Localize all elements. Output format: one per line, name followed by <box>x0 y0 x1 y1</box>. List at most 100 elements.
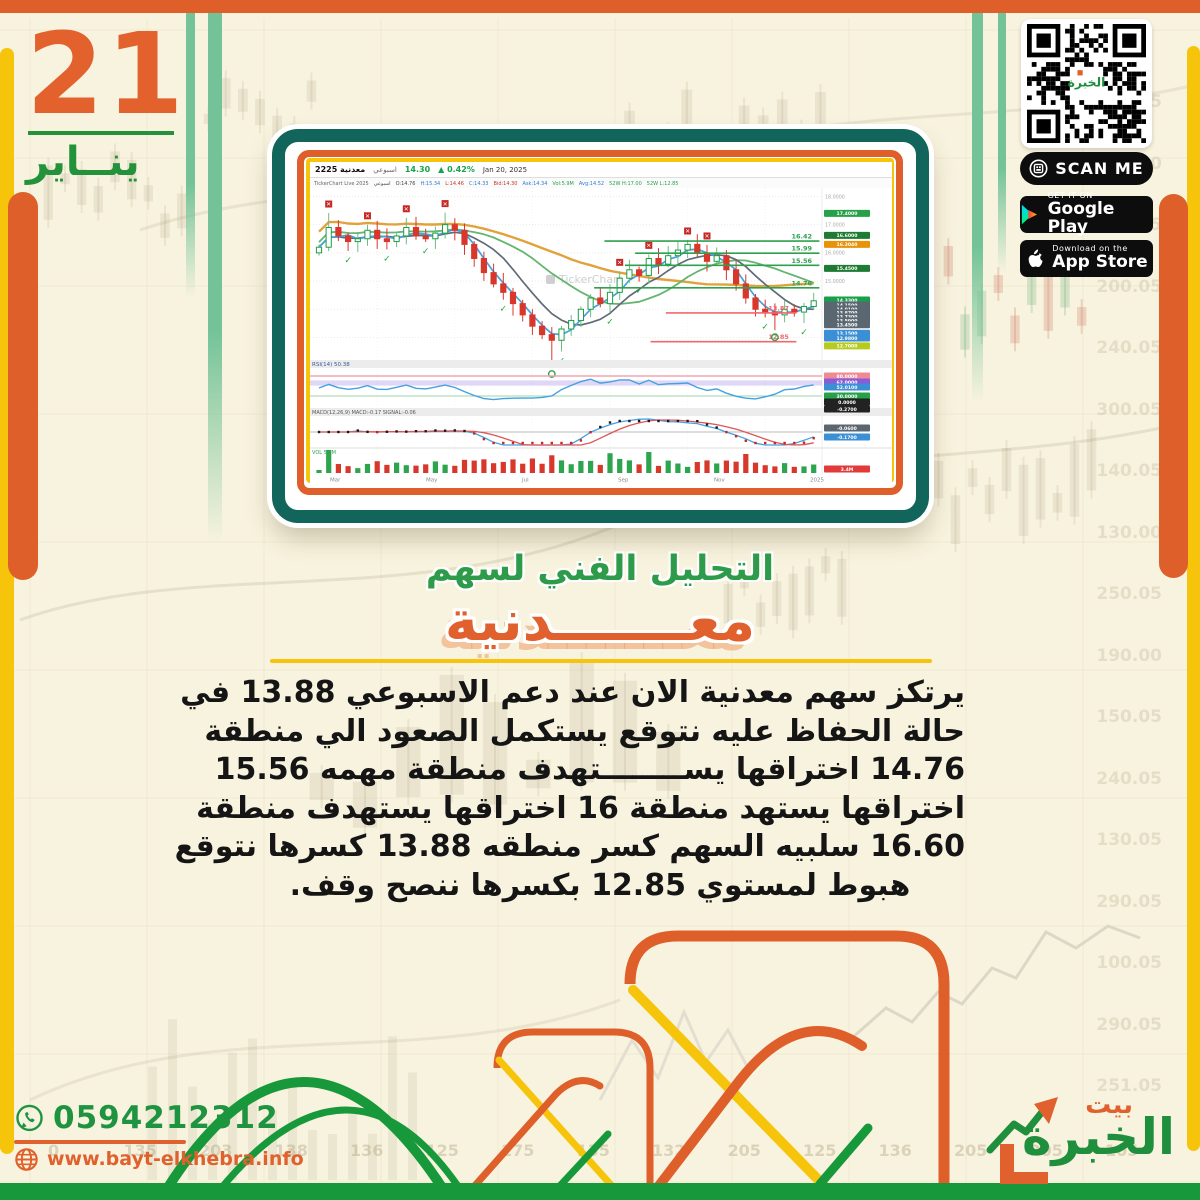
svg-text:✕: ✕ <box>704 233 709 240</box>
date-badge: 21 ينــاير <box>26 10 196 185</box>
svg-text:12.85: 12.85 <box>768 333 789 341</box>
svg-text:الخبرة: الخبرة <box>1068 75 1106 89</box>
bg-number: 150.05 <box>1096 707 1162 727</box>
ohlc-token: 52W H:17.00 <box>609 180 642 187</box>
bg-number: 250.05 <box>1096 584 1162 604</box>
svg-text:52.0100: 52.0100 <box>837 385 858 391</box>
top-accent-bar <box>0 0 1200 13</box>
scan-me-label: SCAN ME <box>1055 159 1144 178</box>
bg-number: 100.05 <box>1096 953 1162 973</box>
svg-text:✓: ✓ <box>500 305 508 315</box>
green-stripe <box>972 13 983 403</box>
chart-price: 14.30 <box>404 165 431 174</box>
analysis-line: هبوط لمستوي 12.85 بكسرها ننصح وقف. <box>289 867 911 903</box>
date-underline <box>28 130 174 135</box>
analysis-paragraph: يرتكز سهم معدنية الان عند دعم الاسبوعي 1… <box>174 674 965 905</box>
play-badge-big-label: Google Play <box>1047 198 1115 237</box>
svg-text:✕: ✕ <box>404 206 409 213</box>
svg-text:✕: ✕ <box>646 243 651 250</box>
date-month: ينــاير <box>26 138 140 185</box>
ohlc-token: Vol:5.9M <box>552 180 574 187</box>
bg-number: 290.05 <box>1096 891 1162 912</box>
svg-text:30.0000: 30.0000 <box>837 394 858 400</box>
bg-number: 140.05 <box>1096 461 1162 481</box>
title-divider <box>270 659 932 663</box>
bg-number: 240.05 <box>1096 768 1162 789</box>
bottom-green-bar <box>0 1183 1200 1200</box>
svg-text:16.3040: 16.3040 <box>837 242 858 248</box>
svg-text:12.7000: 12.7000 <box>837 344 858 350</box>
svg-text:18.0000: 18.0000 <box>825 194 845 200</box>
bg-number: 136 <box>878 1141 912 1160</box>
contact-divider <box>14 1140 186 1144</box>
analysis-line: يرتكز سهم معدنية الان عند دعم الاسبوعي 1… <box>180 675 965 710</box>
svg-text:✓: ✓ <box>635 287 643 297</box>
qr-code[interactable]: الخبرة <box>1021 19 1152 148</box>
svg-text:16.6000: 16.6000 <box>837 233 858 239</box>
svg-text:13.1500: 13.1500 <box>837 331 858 337</box>
ohlc-token: H:15.34 <box>420 180 441 187</box>
bg-number: 240.05 <box>1096 338 1162 358</box>
bg-number: 125 <box>425 1141 459 1160</box>
svg-text:✕: ✕ <box>443 201 448 208</box>
analysis-line: 16.60 سلبيه السهم كسر منطقه 13.88 كسرها … <box>174 829 965 864</box>
svg-text:15.4500: 15.4500 <box>837 266 858 272</box>
svg-text:15.0000: 15.0000 <box>825 279 845 285</box>
svg-text:16.0000: 16.0000 <box>825 251 845 257</box>
chart-timeframe: اسبوعي <box>373 165 397 174</box>
app-store-badge[interactable]: Download on the App Store <box>1020 240 1153 277</box>
right-orange-bar <box>1159 194 1188 578</box>
chart-header: معدنية 2225 اسبوعي 14.30 ▲ 0.42% Jan 20,… <box>310 162 892 178</box>
scan-me-button[interactable]: SCAN ME <box>1020 152 1153 185</box>
analysis-line: 14.76 اختراقها يســــــــتهدف منطقة مهمه… <box>214 752 965 787</box>
svg-text:3.4M: 3.4M <box>841 467 854 473</box>
bg-number: 290.05 <box>1096 1014 1162 1035</box>
ohlc-token: اسبوعي <box>373 180 391 187</box>
bg-number: 135 <box>576 1141 610 1160</box>
website-url[interactable]: www.bayt-elkhebra.info <box>47 1148 304 1170</box>
svg-text:-0.2700: -0.2700 <box>837 407 857 413</box>
svg-text:13.87: 13.87 <box>768 304 789 312</box>
right-yellow-bar <box>1187 46 1200 1151</box>
svg-text:✓: ✓ <box>422 247 430 257</box>
svg-text:✓: ✓ <box>761 322 769 332</box>
svg-text:✓: ✓ <box>344 256 352 266</box>
chart-orange-frame <box>297 150 903 495</box>
bg-number: 190.00 <box>1096 645 1162 666</box>
whatsapp-icon <box>16 1104 43 1131</box>
date-day: 21 <box>26 10 186 140</box>
ohlc-token: L:14.46 <box>445 180 464 187</box>
svg-text:Sep: Sep <box>618 478 629 484</box>
green-stripe <box>208 13 222 543</box>
google-play-badge[interactable]: GET IT ON Google Play <box>1020 192 1153 236</box>
svg-text:Mar: Mar <box>330 478 341 484</box>
play-badge-small-label: GET IT ON <box>1047 191 1093 201</box>
app-badge-small-label: Download on the <box>1052 244 1128 254</box>
brand-logo: بيت الخبرة <box>980 1058 1185 1188</box>
stock-name: معـــــــدنية <box>444 589 756 654</box>
bg-number: 251.05 <box>1096 1076 1162 1096</box>
svg-text:16.42: 16.42 <box>791 233 812 241</box>
chart-symbol: معدنية 2225 <box>315 165 366 174</box>
qr-scanner-icon <box>1029 159 1048 178</box>
ohlc-token: Bid:14.30 <box>493 180 518 187</box>
bg-number: 205 <box>954 1141 988 1160</box>
green-stripe <box>998 13 1006 273</box>
svg-text:MACD(12,26,9) MACD:-0.17 SIG: MACD(12,26,9) MACD:-0.17 SIGNAL:-0.06 <box>312 410 416 416</box>
bg-number: 0 <box>48 1141 60 1160</box>
logo-word-top: بيت <box>1085 1090 1133 1120</box>
svg-text:✓: ✓ <box>800 328 808 338</box>
svg-text:14.3300: 14.3300 <box>837 298 858 304</box>
phone-number[interactable]: 0594212312 <box>53 1100 279 1136</box>
contact-block: 0594212312 www.bayt-elkhebra.info <box>14 1100 304 1172</box>
svg-text:✕: ✕ <box>617 260 622 267</box>
svg-text:May: May <box>426 478 438 484</box>
svg-text:15.99: 15.99 <box>791 245 812 253</box>
svg-text:Nov: Nov <box>714 478 725 484</box>
svg-text:✕: ✕ <box>685 228 690 235</box>
bg-number: 130.00 <box>1096 522 1162 543</box>
app-badge-big-label: App Store <box>1052 251 1148 272</box>
bg-number: 200.05 <box>1096 276 1162 297</box>
globe-icon <box>15 1147 38 1171</box>
